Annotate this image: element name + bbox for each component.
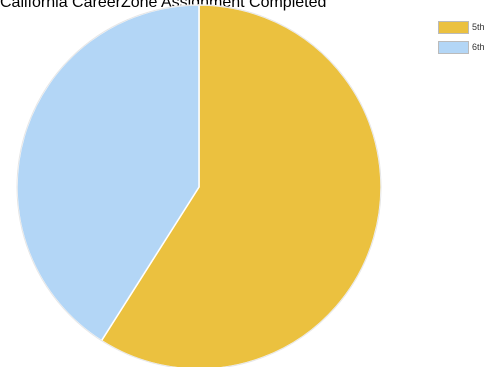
legend: 5th 6th [438, 17, 488, 57]
legend-swatch-6th [438, 40, 469, 54]
legend-label-5th: 5th [472, 21, 485, 32]
chart-title: California CareerZone Assignment Complet… [0, 0, 327, 11]
legend-item-6th[interactable]: 6th [438, 37, 488, 57]
legend-item-5th[interactable]: 5th [438, 17, 488, 37]
legend-label-6th: 6th [472, 41, 485, 52]
pie-outline [16, 4, 382, 367]
pie-slices [16, 4, 382, 367]
legend-swatch-5th [438, 20, 469, 34]
